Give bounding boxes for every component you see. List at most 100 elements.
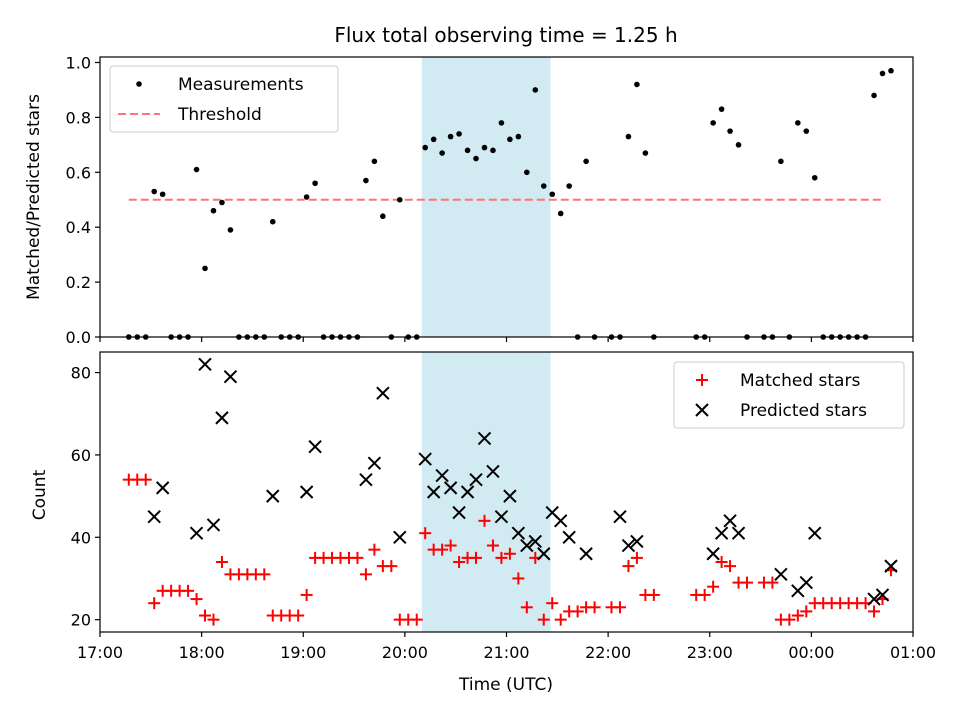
measurement-point <box>727 128 733 134</box>
bottom-plot-panel: 20 40 60 80 17:00 18:00 19:00 20:00 21:00 22:00 23… <box>71 351 936 662</box>
matched-star-marker <box>385 560 398 573</box>
y-tick-label: 1.0 <box>66 53 91 72</box>
measurement-point <box>557 210 564 217</box>
measurement-point <box>473 155 479 162</box>
top-plot-panel: 0.0 0.2 0.4 0.6 0.8 1.0 Measurements Threshold <box>66 53 914 347</box>
x-tick-label: 20:00 <box>382 643 428 662</box>
measurement-point <box>735 142 742 148</box>
matched-star-marker <box>207 613 220 626</box>
predicted-star-marker <box>486 464 500 479</box>
y-tick-label: 40 <box>71 528 91 547</box>
matched-star-marker <box>503 547 516 560</box>
y-tick-label: 0.0 <box>66 328 91 347</box>
y-tick-label: 0.2 <box>66 273 91 292</box>
measurement-point <box>634 81 640 88</box>
matched-star-marker <box>707 580 720 593</box>
matched-star-marker <box>800 605 813 618</box>
measurement-point <box>879 70 886 77</box>
matched-star-marker <box>766 576 779 589</box>
predicted-star-marker <box>503 489 517 503</box>
x-tick-label: 17:00 <box>77 643 123 662</box>
measurement-point <box>718 106 725 112</box>
legend-predicted-label: Predicted stars <box>740 401 867 421</box>
measurement-point <box>625 133 632 140</box>
measurement-point <box>524 169 530 176</box>
matched-star-marker <box>215 556 228 568</box>
matched-star-marker <box>368 543 381 556</box>
measurement-point <box>888 67 894 74</box>
matched-star-marker <box>571 605 584 618</box>
y-tick-label: 20 <box>71 611 91 630</box>
top-legend: Measurements Threshold <box>109 65 339 133</box>
predicted-star-marker <box>266 489 280 503</box>
y-tick-label: 0.8 <box>66 108 91 127</box>
predicted-star-marker <box>418 452 432 466</box>
predicted-star-marker <box>435 468 449 483</box>
predicted-star-marker <box>147 509 161 524</box>
measurement-point <box>447 133 454 140</box>
predicted-star-marker <box>520 538 534 553</box>
predicted-star-marker <box>477 431 492 446</box>
x-tick-label: 21:00 <box>483 643 529 662</box>
predicted-star-marker <box>537 547 551 561</box>
measurement-point <box>540 183 547 189</box>
predicted-star-marker <box>553 514 568 528</box>
measurement-point <box>871 92 877 99</box>
legend-box <box>109 65 339 133</box>
measurement-point <box>430 136 437 143</box>
matched-star-marker <box>698 588 711 601</box>
matched-star-marker <box>486 539 499 552</box>
predicted-star-marker <box>799 575 814 590</box>
measurement-point <box>803 128 810 134</box>
measurement-point <box>312 180 318 187</box>
y-tick-label: 0.6 <box>66 163 91 182</box>
measurement-point <box>710 120 716 126</box>
matched-star-marker <box>546 597 559 610</box>
matched-star-marker <box>453 556 466 568</box>
predicted-star-marker <box>206 518 221 532</box>
matched-star-marker <box>351 551 364 564</box>
measurement-point <box>456 131 462 137</box>
measurement-point <box>422 144 429 151</box>
bottom-y-axis-label: Count <box>30 469 50 520</box>
measurement-point <box>439 150 445 156</box>
predicted-star-marker <box>460 485 475 499</box>
predicted-star-marker <box>706 547 720 561</box>
measurement-point <box>642 150 649 156</box>
predicted-star-marker <box>714 526 729 540</box>
predicted-star-marker <box>198 357 212 372</box>
matched-star-marker <box>258 568 271 581</box>
y-tick-label: 80 <box>71 364 91 383</box>
predicted-star-marker <box>308 439 322 454</box>
matched-star-marker <box>444 539 457 552</box>
matched-star-marker <box>300 588 313 601</box>
y-tick-label: 60 <box>71 446 91 465</box>
measurement-point <box>269 218 276 225</box>
measurement-point <box>159 191 166 198</box>
matched-star-marker <box>783 613 796 626</box>
matched-star-marker <box>724 560 737 573</box>
matched-star-marker <box>436 543 449 556</box>
matched-star-marker <box>613 601 626 614</box>
matched-star-marker <box>148 597 161 610</box>
measurement-point <box>507 136 513 143</box>
measurement-point <box>151 188 157 195</box>
predicted-star-marker <box>299 485 314 499</box>
x-tick-label: 22:00 <box>585 643 631 662</box>
predicted-star-marker <box>808 526 822 540</box>
highlight-band <box>421 57 551 337</box>
measurement-point <box>795 120 801 126</box>
measurement-point <box>464 147 471 154</box>
predicted-star-marker <box>359 472 373 487</box>
predicted-star-marker <box>393 530 407 545</box>
predicted-star-marker <box>867 592 881 606</box>
matched-star-marker <box>622 560 635 573</box>
measurement-point <box>498 120 505 126</box>
x-tick-label: 19:00 <box>280 643 326 662</box>
legend-measurements-label: Measurements <box>178 75 304 95</box>
matched-star-marker <box>419 527 432 540</box>
matched-star-marker <box>791 609 804 622</box>
measurement-point <box>363 177 369 184</box>
measurement-point <box>193 166 200 173</box>
